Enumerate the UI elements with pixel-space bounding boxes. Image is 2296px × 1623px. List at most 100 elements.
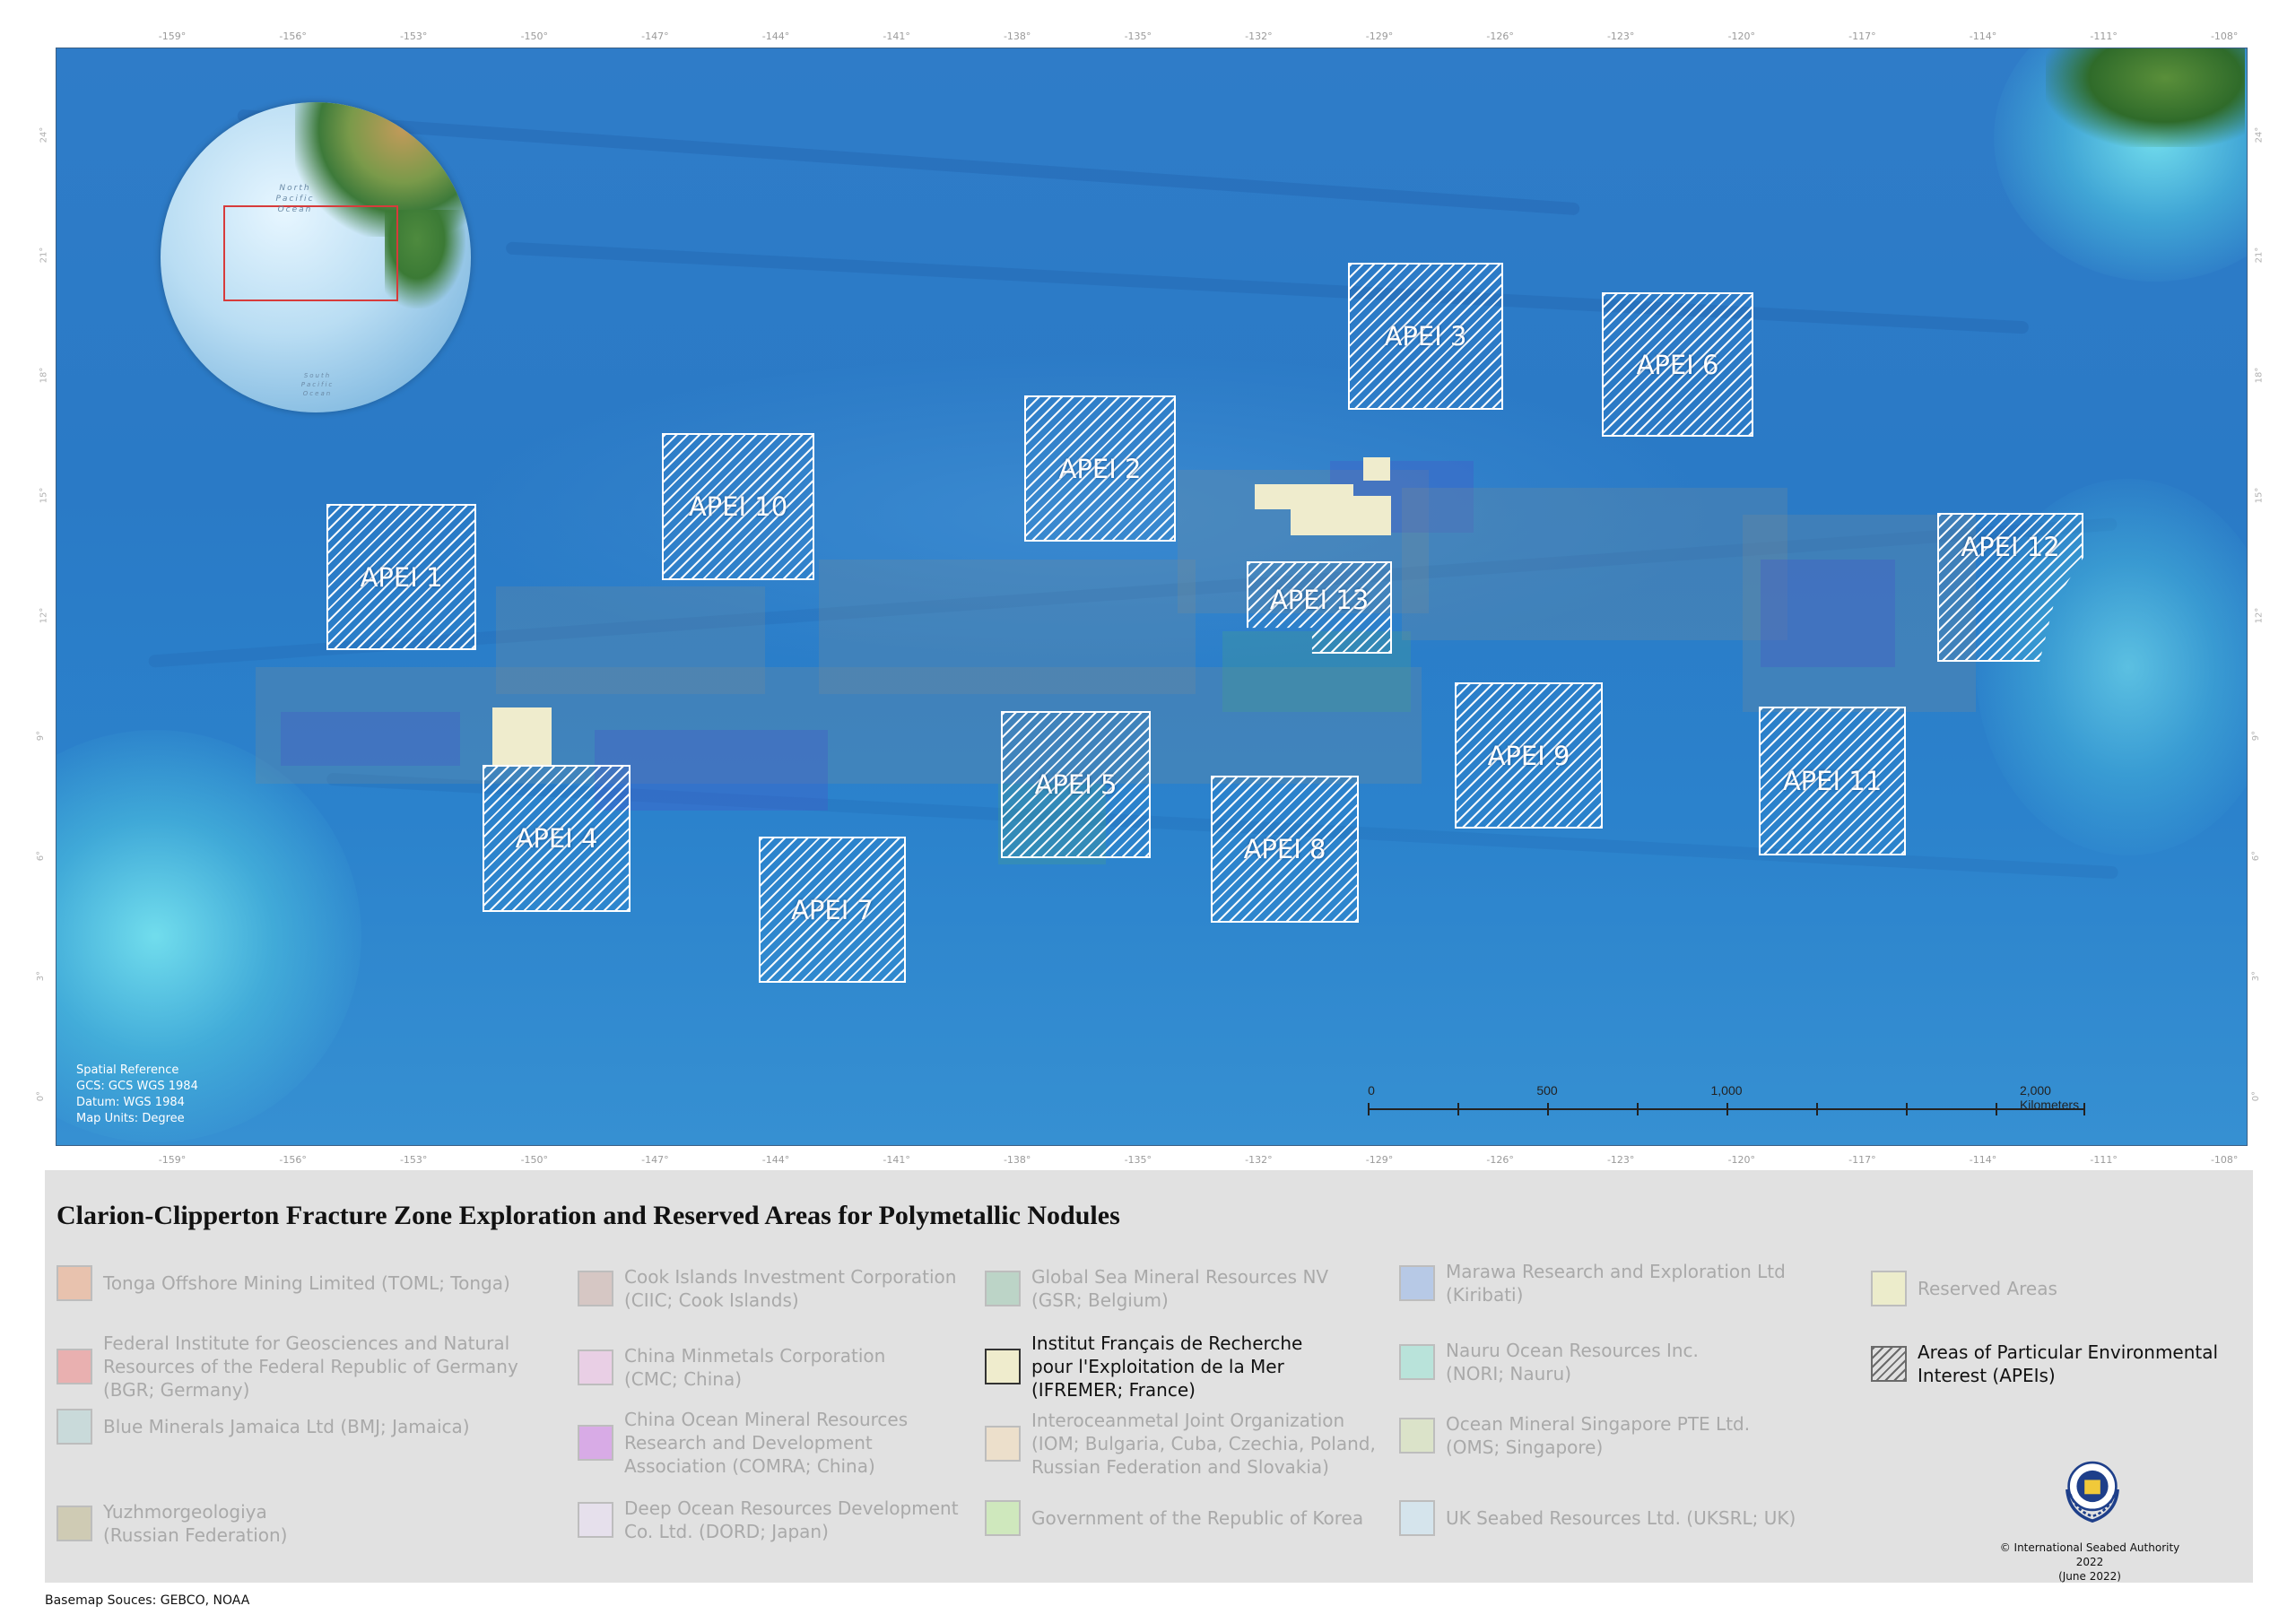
- apei-8[interactable]: APEI 8: [1211, 776, 1359, 923]
- apei-11[interactable]: APEI 11: [1759, 707, 1906, 855]
- scale-tick: [1457, 1103, 1459, 1115]
- graticule-lat-label: 15°: [39, 487, 49, 504]
- graticule-lat-label: 9°: [36, 730, 47, 742]
- legend-swatch: [578, 1271, 613, 1306]
- apei-label: APEI 9: [1487, 740, 1570, 771]
- graticule-lat-label: 12°: [2254, 607, 2265, 624]
- legend-item-uksrl: UK Seabed Resources Ltd. (UKSRL; UK): [1399, 1500, 1796, 1536]
- copyright-notice: © International Seabed Authority 2022 (J…: [1991, 1541, 2188, 1584]
- graticule-lat-label: 18°: [39, 367, 49, 384]
- graticule-lon-label: -123°: [1606, 1154, 1635, 1166]
- graticule-lon-label: -135°: [1124, 1154, 1152, 1166]
- central-america-land: [385, 210, 465, 308]
- legend-label: Ocean Mineral Singapore PTE Ltd. (OMS; S…: [1446, 1413, 1751, 1458]
- apei-label: APEI 6: [1636, 349, 1719, 380]
- legend-label: Interoceanmetal Joint Organization (IOM;…: [1031, 1410, 1376, 1478]
- legend-swatch: [1399, 1418, 1435, 1454]
- legend-label: Reserved Areas: [1918, 1278, 2057, 1299]
- apei-label: APEI 8: [1243, 834, 1326, 864]
- legend-item-reserved: Reserved Areas: [1871, 1271, 2057, 1306]
- graticule-lon-label: -117°: [1848, 1154, 1876, 1166]
- legend-label: Marawa Research and Exploration Ltd (Kir…: [1446, 1261, 1786, 1306]
- legend-label: Areas of Particular Environmental Intere…: [1918, 1341, 2219, 1386]
- graticule-lon-label: -129°: [1365, 30, 1394, 42]
- claim-area: [1402, 488, 1787, 640]
- legend-item-ifremer: Institut Français de Recherche pour l'Ex…: [985, 1332, 1302, 1402]
- apei-2[interactable]: APEI 2: [1024, 395, 1176, 542]
- legend-label: China Minmetals Corporation (CMC; China): [624, 1345, 886, 1390]
- graticule-lon-label: -144°: [761, 1154, 790, 1166]
- apei-10[interactable]: APEI 10: [662, 433, 814, 580]
- apei-label: APEI 10: [688, 491, 788, 522]
- spatial-ref-gcs: GCS: GCS WGS 1984: [76, 1080, 198, 1093]
- graticule-lon-label: -129°: [1365, 1154, 1394, 1166]
- graticule-lat-label: 0°: [2251, 1090, 2262, 1102]
- globe-label-south: South Pacific Ocean: [300, 372, 335, 397]
- apei-3[interactable]: APEI 3: [1348, 263, 1503, 410]
- map-frame[interactable]: APEI 1 APEI 2 APEI 3 APEI 4 APEI 5 APEI …: [56, 48, 2248, 1146]
- legend-item-nori: Nauru Ocean Resources Inc. (NORI; Nauru): [1399, 1339, 1699, 1385]
- mexico-land: [2046, 48, 2245, 147]
- graticule-lon-label: -138°: [1003, 30, 1031, 42]
- legend-swatch: [1399, 1344, 1435, 1380]
- legend-item-bgr: Federal Institute for Geosciences and Na…: [57, 1332, 518, 1402]
- graticule-lon-label: -144°: [761, 30, 790, 42]
- apei-label: APEI 11: [1782, 766, 1883, 796]
- copyright-text: © International Seabed Authority 2022: [1999, 1541, 2180, 1568]
- fracture-zone: [505, 241, 2030, 334]
- legend-item-oms: Ocean Mineral Singapore PTE Ltd. (OMS; S…: [1399, 1412, 1750, 1459]
- apei-1[interactable]: APEI 1: [326, 504, 476, 650]
- graticule-lat-label: 24°: [2254, 126, 2265, 143]
- legend-item-korea: Government of the Republic of Korea: [985, 1500, 1363, 1536]
- isa-logo-icon: [2066, 1461, 2119, 1523]
- scale-label-1000: 1,000: [1710, 1083, 1743, 1098]
- legend-label: Nauru Ocean Resources Inc. (NORI; Nauru): [1446, 1340, 1699, 1384]
- legend-panel: Clarion-Clipperton Fracture Zone Explora…: [45, 1170, 2253, 1583]
- legend-item-gsr: Global Sea Mineral Resources NV (GSR; Be…: [985, 1265, 1328, 1312]
- legend-label: Deep Ocean Resources Development Co. Ltd…: [624, 1497, 959, 1542]
- apei-label: APEI 1: [360, 561, 443, 593]
- apei-label: APEI 3: [1384, 321, 1467, 352]
- apei-4[interactable]: APEI 4: [483, 765, 631, 912]
- scale-tick: [1906, 1103, 1908, 1115]
- graticule-lon-label: -108°: [2210, 1154, 2239, 1166]
- graticule-lon-label: -132°: [1245, 1154, 1273, 1166]
- legend-item-bmj: Blue Minerals Jamaica Ltd (BMJ; Jamaica): [57, 1409, 470, 1445]
- scale-tick: [2083, 1103, 2085, 1115]
- graticule-lon-label: -132°: [1245, 30, 1273, 42]
- extent-indicator: [223, 205, 398, 301]
- legend-item-iom: Interoceanmetal Joint Organization (IOM;…: [985, 1409, 1376, 1479]
- legend-item-ciic: Cook Islands Investment Corporation (CII…: [578, 1265, 956, 1312]
- graticule-lon-label: -120°: [1727, 30, 1756, 42]
- graticule-lon-label: -126°: [1486, 30, 1514, 42]
- scale-tick: [1996, 1103, 1997, 1115]
- apei-label: APEI 7: [791, 894, 874, 925]
- claim-area: [256, 667, 1422, 784]
- apei-label: APEI 4: [515, 823, 598, 854]
- scale-label-2000: 2,000 Kilometers: [2019, 1083, 2080, 1112]
- spatial-ref-datum: Datum: WGS 1984: [76, 1096, 185, 1109]
- graticule-lon-label: -117°: [1848, 30, 1876, 42]
- legend-item-marawa: Marawa Research and Exploration Ltd (Kir…: [1399, 1260, 1786, 1306]
- graticule-lat-label: 6°: [2251, 850, 2262, 862]
- spatial-ref-heading: Spatial Reference: [76, 1063, 179, 1077]
- scale-tick: [1637, 1103, 1639, 1115]
- apei-label: APEI 5: [1034, 769, 1118, 800]
- apei-5[interactable]: APEI 5: [1001, 711, 1151, 858]
- graticule-lon-label: -114°: [1969, 30, 1997, 42]
- graticule-lon-label: -141°: [883, 30, 910, 42]
- graticule-lat-label: 3°: [36, 970, 47, 982]
- apei-7[interactable]: APEI 7: [759, 837, 906, 983]
- graticule-lat-label: 0°: [36, 1090, 47, 1102]
- graticule-lat-label: 9°: [2251, 730, 2262, 742]
- locator-globe-icon: North Pacific Ocean South Pacific Ocean: [161, 102, 471, 412]
- graticule-lon-label: -159°: [158, 30, 187, 42]
- apei-6[interactable]: APEI 6: [1602, 292, 1753, 437]
- legend-swatch: [57, 1506, 92, 1541]
- copyright-date: (June 2022): [2058, 1570, 2121, 1583]
- legend-label: China Ocean Mineral Resources Research a…: [624, 1409, 909, 1477]
- legend-swatch: [985, 1500, 1021, 1536]
- legend-swatch: [578, 1502, 613, 1538]
- graticule-lon-label: -150°: [520, 30, 549, 42]
- apei-9[interactable]: APEI 9: [1455, 682, 1603, 829]
